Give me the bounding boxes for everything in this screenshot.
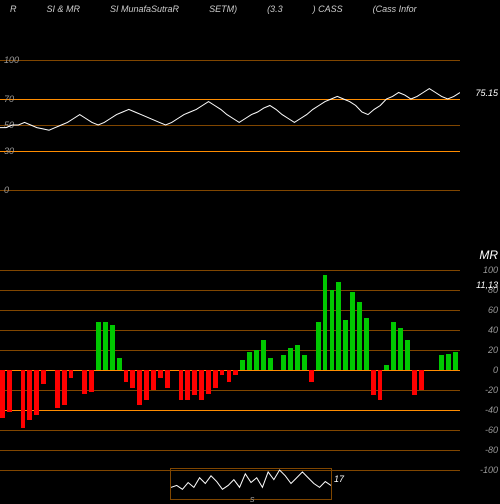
bar xyxy=(295,345,300,370)
axis-label: 60 xyxy=(488,305,498,315)
bar xyxy=(412,370,417,395)
bar xyxy=(453,352,458,370)
axis-label: 100 xyxy=(483,265,498,275)
bar xyxy=(336,282,341,370)
bar xyxy=(227,370,232,382)
bar xyxy=(137,370,142,405)
bar xyxy=(151,370,156,390)
gridline xyxy=(0,310,460,311)
bar xyxy=(281,355,286,370)
bar xyxy=(323,275,328,370)
axis-label: -80 xyxy=(485,445,498,455)
header-label: R xyxy=(10,4,17,14)
bar xyxy=(254,350,259,370)
bar xyxy=(124,370,129,382)
bar xyxy=(240,360,245,370)
bar xyxy=(316,322,321,370)
bar xyxy=(378,370,383,400)
gridline xyxy=(0,430,460,431)
bar xyxy=(371,370,376,395)
current-value-label: 75.15 xyxy=(475,88,498,98)
mini-chart-sublabel: s xyxy=(250,494,255,504)
bar xyxy=(103,322,108,370)
bar xyxy=(62,370,67,405)
bar xyxy=(261,340,266,370)
bar xyxy=(158,370,163,378)
bar xyxy=(309,370,314,382)
gridline xyxy=(0,390,460,391)
bar xyxy=(446,354,451,370)
bar xyxy=(192,370,197,395)
header-label: SI & MR xyxy=(47,4,81,14)
bar xyxy=(330,290,335,370)
bar xyxy=(0,370,5,418)
line-chart xyxy=(0,60,460,190)
axis-label: -20 xyxy=(485,385,498,395)
bar-chart-secondary: 11,13 xyxy=(476,280,498,290)
bar xyxy=(130,370,135,388)
header-label: SI MunafaSutraR xyxy=(110,4,179,14)
bar xyxy=(89,370,94,392)
bar xyxy=(179,370,184,400)
header-label: SETM) xyxy=(209,4,237,14)
bar xyxy=(213,370,218,388)
bar xyxy=(82,370,87,394)
bar xyxy=(96,322,101,370)
bar xyxy=(41,370,46,384)
axis-label: 0 xyxy=(493,365,498,375)
bar xyxy=(350,292,355,370)
bar xyxy=(199,370,204,400)
bar xyxy=(419,370,424,390)
bar xyxy=(384,365,389,370)
header-label: (3.3 xyxy=(267,4,283,14)
bar xyxy=(398,328,403,370)
bar xyxy=(110,325,115,370)
bar xyxy=(206,370,211,394)
gridline xyxy=(0,410,460,411)
bar xyxy=(185,370,190,400)
bar xyxy=(288,348,293,370)
axis-label: 20 xyxy=(488,345,498,355)
bar xyxy=(364,318,369,370)
bar xyxy=(165,370,170,388)
bar xyxy=(343,320,348,370)
header-label: (Cass Infor xyxy=(373,4,417,14)
axis-label: 40 xyxy=(488,325,498,335)
bar xyxy=(233,370,238,375)
bar xyxy=(7,370,12,412)
bar xyxy=(302,355,307,370)
axis-label: -60 xyxy=(485,425,498,435)
bar xyxy=(27,370,32,420)
bar xyxy=(21,370,26,428)
bar xyxy=(247,352,252,370)
bar xyxy=(357,302,362,370)
gridline xyxy=(0,290,460,291)
gridline xyxy=(0,450,460,451)
bar-chart-title: MR xyxy=(479,248,498,262)
axis-label: -40 xyxy=(485,405,498,415)
bar xyxy=(268,358,273,370)
chart-header: R SI & MR SI MunafaSutraR SETM) (3.3 ) C… xyxy=(0,0,500,18)
bar xyxy=(69,370,74,378)
bar xyxy=(391,322,396,370)
bar xyxy=(220,370,225,375)
gridline xyxy=(0,270,460,271)
header-label: ) CASS xyxy=(313,4,343,14)
bar xyxy=(55,370,60,408)
axis-label: -100 xyxy=(480,465,498,475)
mini-chart-label: 17 xyxy=(334,474,344,484)
gridline xyxy=(0,190,460,191)
bar xyxy=(439,355,444,370)
bar xyxy=(34,370,39,415)
bar xyxy=(405,340,410,370)
bar xyxy=(117,358,122,370)
bar xyxy=(144,370,149,400)
